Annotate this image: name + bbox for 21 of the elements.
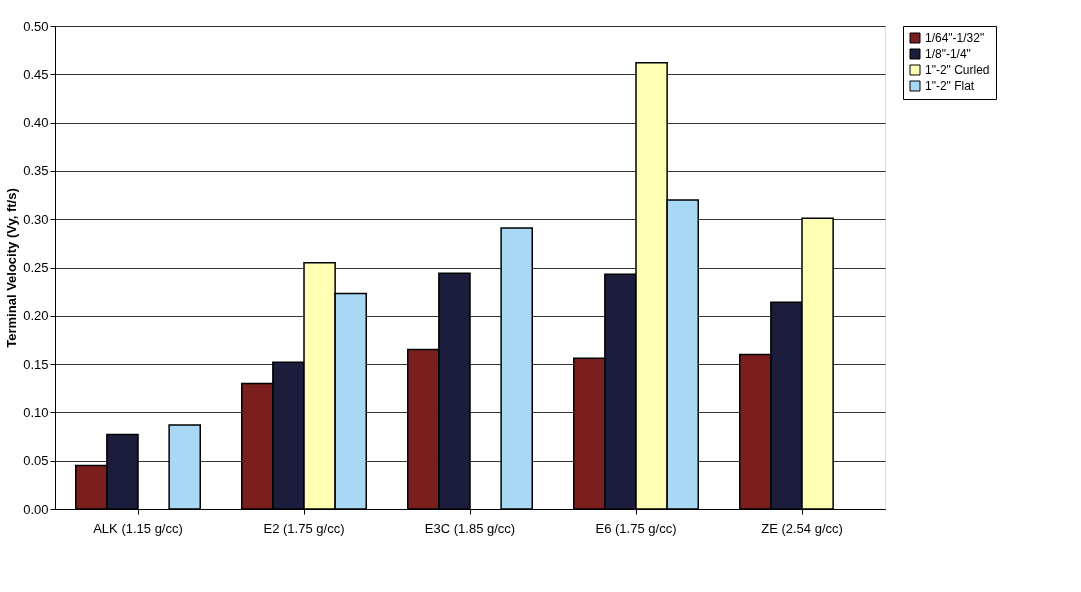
x-tick-label: ALK (1.15 g/cc) (93, 520, 183, 536)
y-tick-label: 0.40 (23, 115, 49, 131)
x-tick-label: E3C (1.85 g/cc) (424, 520, 516, 536)
x-tick-label: ZE (2.54 g/cc) (761, 520, 843, 536)
y-tick-label: 0.25 (23, 260, 49, 275)
y-tick-label: 0.05 (23, 453, 49, 469)
y-tick-label: 0.10 (23, 404, 49, 420)
y-tick-label: 0.00 (23, 501, 49, 517)
legend-label: 1"-2" Flat (925, 79, 975, 93)
x-tick-label: E2 (1.75 g/cc) (263, 520, 345, 536)
x-tick-label: E6 (1.75 g/cc) (595, 520, 677, 536)
y-tick-label: 0.30 (23, 211, 49, 227)
y-tick-label: 0.20 (23, 308, 49, 324)
y-tick-label: 0.15 (23, 356, 49, 372)
legend-label: 1/8"-1/4" (925, 47, 971, 61)
y-axis-title: Terminal Velocity (Vy, ft/s) (4, 188, 20, 348)
y-tick-label: 0.50 (23, 18, 49, 34)
y-tick-label: 0.35 (23, 163, 49, 179)
y-tick-label: 0.45 (23, 66, 49, 82)
legend-label: 1"-2" Curled (925, 63, 990, 77)
legend-label: 1/64"-1/32" (925, 31, 985, 45)
